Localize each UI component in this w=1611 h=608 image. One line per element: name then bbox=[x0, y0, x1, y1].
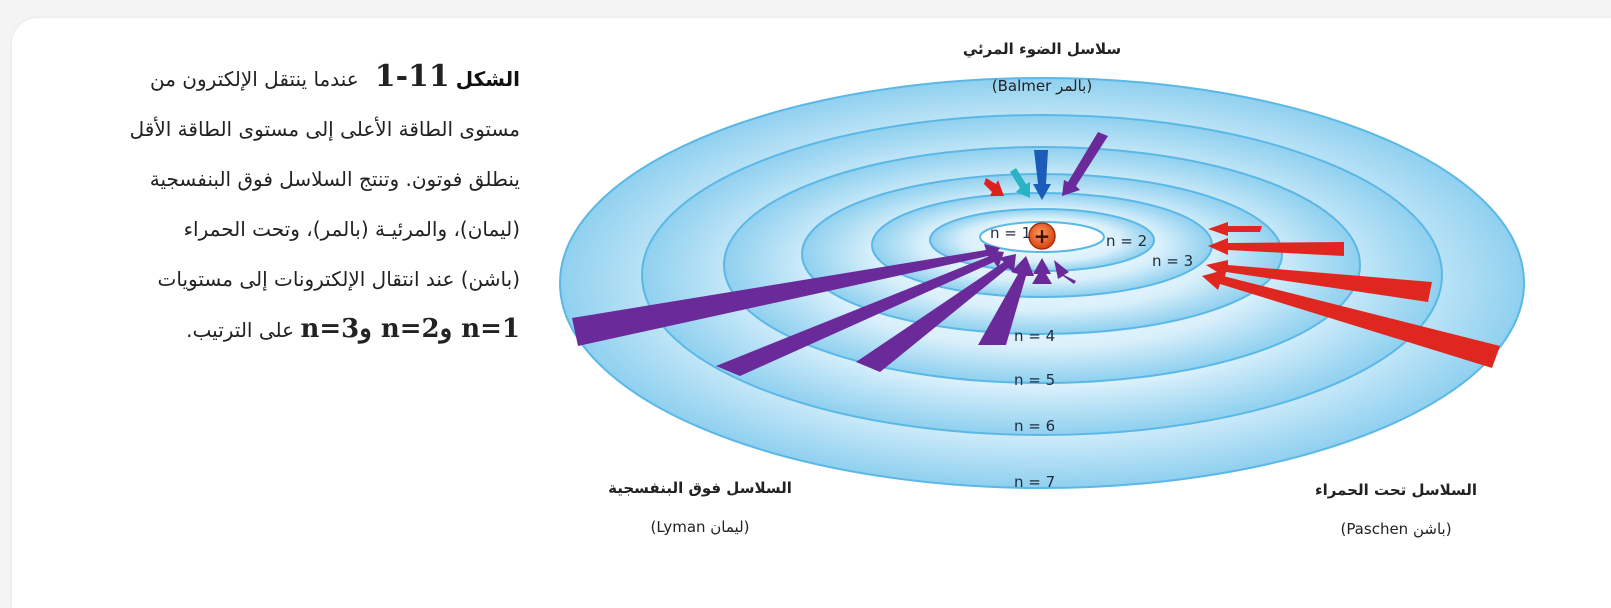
caption-line-6: n=1 وn=2 وn=3 على الترتيب. bbox=[30, 304, 520, 355]
caption-line-2: مستوى الطاقة الأعلى إلى مستوى الطاقة الأ… bbox=[129, 117, 520, 141]
nucleus-plus-icon: + bbox=[1034, 224, 1051, 248]
caption-line-1: الشكل11-1 عندما ينتقل الإلكترون من bbox=[30, 52, 520, 104]
lyman-title: السلاسل فوق البنفسجية bbox=[608, 479, 792, 497]
lyman-arrow-n6 bbox=[716, 250, 1004, 376]
balmer-arrow-violet bbox=[1062, 132, 1108, 196]
caption-equation: n=1 وn=2 وn=3 bbox=[300, 314, 520, 344]
level-label-n3: n = 3 bbox=[1152, 252, 1193, 270]
paschen-subtitle: (باشن Paschen) bbox=[1340, 520, 1451, 538]
lyman-arrow-n3 bbox=[1054, 260, 1076, 284]
paschen-arrows bbox=[1202, 222, 1500, 368]
balmer-subtitle: (بالمر Balmer) bbox=[992, 77, 1092, 95]
level-label-n1: n = 1 bbox=[990, 224, 1031, 242]
series-labels: سلاسل الضوء المرئي (بالمر Balmer) السلاس… bbox=[608, 40, 1477, 538]
paschen-arrow-n7 bbox=[1202, 270, 1500, 368]
balmer-arrow-cyan bbox=[1010, 168, 1030, 198]
figure-label: الشكل bbox=[455, 67, 520, 91]
lyman-arrow-n4 bbox=[978, 256, 1034, 345]
lyman-arrows bbox=[572, 244, 1076, 376]
figure-caption: الشكل11-1 عندما ينتقل الإلكترون من مستوى … bbox=[30, 52, 520, 355]
balmer-arrow-red bbox=[984, 178, 1004, 196]
level-label-n2: n = 2 bbox=[1106, 232, 1147, 250]
paschen-title: السلاسل تحت الحمراء bbox=[1315, 481, 1477, 499]
paschen-arrow-n5 bbox=[1208, 238, 1344, 256]
paschen-arrow-n6 bbox=[1206, 260, 1432, 302]
lyman-arrow-n7 bbox=[572, 244, 1000, 346]
nucleus: + bbox=[1028, 222, 1056, 250]
lyman-arrow-n5 bbox=[856, 254, 1016, 372]
lyman-arrow-n2 bbox=[1032, 258, 1052, 284]
caption-line-3: ينطلق فوتون. وتنتج السلاسل فوق البنفسجية bbox=[149, 167, 520, 191]
figure-number: 11-1 bbox=[374, 59, 450, 94]
level-label-n6: n = 6 bbox=[1014, 417, 1055, 435]
level-label-n5: n = 5 bbox=[1014, 371, 1055, 389]
level-label-n7: n = 7 bbox=[1014, 473, 1055, 491]
level-label-n4: n = 4 bbox=[1014, 327, 1055, 345]
paschen-arrow-n4 bbox=[1208, 222, 1262, 236]
lyman-subtitle: (ليمان Lyman) bbox=[650, 518, 749, 536]
nucleus-circle bbox=[1028, 222, 1056, 250]
caption-text-6: على الترتيب. bbox=[186, 318, 295, 342]
caption-line-4: (ليمان)، والمرئيـة (بالمر)، وتحت الحمراء bbox=[183, 217, 520, 241]
caption-line-5: (باشن) عند انتقال الإلكترونات إلى مستويا… bbox=[157, 267, 520, 291]
balmer-title: سلاسل الضوء المرئي bbox=[963, 40, 1121, 58]
level-labels: n = 1 n = 2 n = 3 n = 4 n = 5 n = 6 n = … bbox=[990, 224, 1193, 491]
balmer-arrows bbox=[984, 132, 1108, 200]
caption-text-1: عندما ينتقل الإلكترون من bbox=[150, 67, 359, 91]
balmer-arrow-blue bbox=[1033, 150, 1051, 200]
